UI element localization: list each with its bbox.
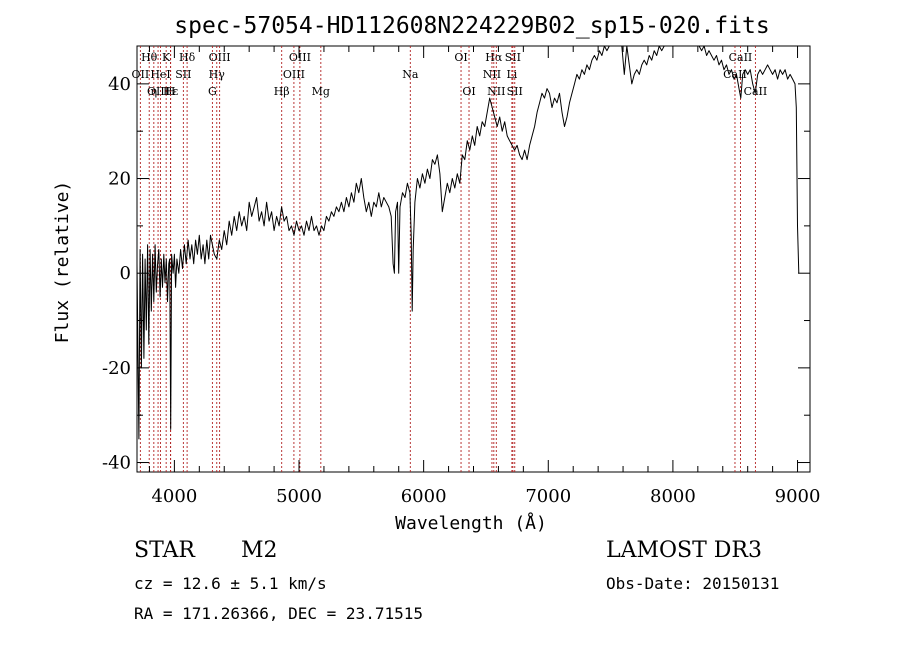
y-tick-label: -20 (102, 358, 131, 379)
plot-frame-group (136, 45, 811, 473)
line-marker-label: OIII (283, 68, 305, 81)
object-class: STAR (134, 538, 195, 563)
line-marker-label: K (162, 51, 171, 64)
x-tick-label: 4000 (151, 486, 197, 507)
line-marker-label: CaII (729, 51, 753, 64)
line-marker-label: OIII (209, 51, 231, 64)
line-marker-label: Hβ (274, 85, 290, 98)
object-subclass: M2 (241, 538, 278, 563)
y-tick-label: -40 (102, 453, 131, 474)
line-marker-label: OI (462, 85, 475, 98)
x-tick-label: 7000 (525, 486, 571, 507)
y-tick-label: 40 (108, 74, 131, 95)
line-marker-label: Hδ (179, 51, 196, 64)
line-marker-label: Na (402, 68, 419, 81)
x-tick-label: 8000 (650, 486, 696, 507)
x-tick-label: 9000 (775, 486, 821, 507)
chart-title: spec-57054-HD112608N224229B02_sp15-020.f… (174, 13, 769, 39)
plot-frame (136, 45, 811, 473)
line-marker-label: OII (132, 68, 150, 81)
spectrum-series-group (136, 45, 800, 440)
line-marker-label: SII (175, 68, 191, 81)
x-axis-label: Wavelength (Å) (395, 512, 547, 534)
spectrum-line (136, 45, 800, 440)
redshift-velocity: cz = 12.6 ± 5.1 km/s (134, 574, 327, 593)
line-marker-label: SII (505, 51, 521, 64)
line-marker-label: OI (454, 51, 467, 64)
line-marker-label: Hα (485, 51, 503, 64)
line-marker-label: NII (483, 68, 501, 81)
line-marker-label: G (208, 85, 217, 98)
axis-ticks: 4000 5000 6000 7000 8000 9000 -40 -20 0 20 40 (102, 46, 820, 507)
line-marker-label: NII (487, 85, 505, 98)
observation-date: Obs-Date: 20150131 (606, 574, 780, 593)
x-tick-label: 5000 (276, 486, 322, 507)
line-marker-label: CaII (723, 68, 747, 81)
line-marker-label: Li (506, 68, 517, 81)
line-marker-label: Mg (312, 85, 330, 98)
line-marker-label: H (166, 85, 176, 98)
line-marker-label: Hγ (209, 68, 226, 81)
y-axis-label: Flux (relative) (52, 181, 73, 344)
line-marker-label: SII (507, 85, 523, 98)
coordinates: RA = 171.26366, DEC = 23.71515 (134, 604, 423, 623)
line-marker-label: η (151, 85, 158, 98)
line-marker-label: OIII (147, 85, 169, 98)
y-tick-label: 0 (120, 263, 131, 284)
x-tick-label: 6000 (401, 486, 447, 507)
line-marker-label: HeI (150, 68, 170, 81)
survey-name: LAMOST DR3 (606, 538, 762, 563)
line-marker-label: Hθ (141, 51, 158, 64)
line-marker-label: OIII (289, 51, 311, 64)
y-tick-label: 20 (108, 169, 131, 190)
